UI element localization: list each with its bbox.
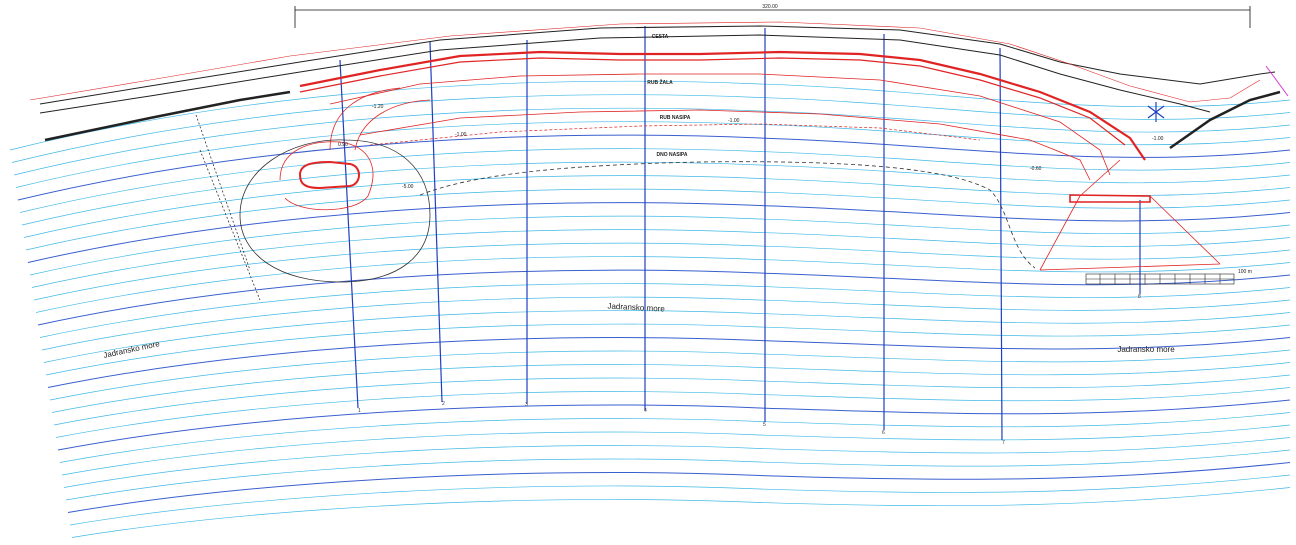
profile-number: 4 — [644, 408, 647, 414]
sea-label-left: Jadransko more — [102, 339, 161, 360]
profile-number: 7 — [1002, 440, 1005, 446]
contour-line — [55, 387, 1291, 438]
contour-line — [19, 148, 1291, 213]
depth-mark: -1.20 — [372, 104, 384, 110]
road-edge-top — [39, 25, 1276, 105]
contour-line — [49, 349, 1291, 401]
depth-mark: -5.00 — [402, 184, 414, 190]
contour-line — [45, 323, 1291, 376]
road-edge-bottom — [39, 34, 1211, 114]
contour-line — [57, 399, 1291, 451]
contour-line — [63, 437, 1291, 488]
dimension-line — [294, 6, 1251, 28]
fill-outline — [195, 114, 1036, 301]
red-structure — [29, 21, 1261, 271]
profile-line — [999, 47, 1003, 441]
contour-line — [31, 229, 1291, 288]
contour-line — [39, 283, 1291, 338]
contour-line — [43, 310, 1291, 363]
sea-label-center: Jadransko more — [607, 302, 665, 314]
contour-line — [53, 374, 1291, 426]
contour-line — [29, 215, 1291, 276]
contour-line — [21, 161, 1291, 226]
profile-number: 5 — [763, 422, 766, 428]
north-arrow-icon — [1147, 102, 1165, 122]
profile-line — [429, 41, 443, 403]
profile-number: 2 — [442, 401, 445, 407]
contour-line — [13, 107, 1291, 176]
road-and-coast — [39, 25, 1281, 150]
coast-right-thick — [1169, 90, 1281, 150]
contour-line — [51, 362, 1291, 413]
contour-line — [11, 94, 1291, 163]
contour-line — [69, 474, 1291, 526]
profile-line — [339, 59, 359, 409]
profile-number: 3 — [525, 402, 528, 408]
contour-line — [33, 242, 1291, 301]
contour-line — [59, 412, 1291, 463]
coast-thick — [44, 90, 291, 142]
contour-line — [9, 80, 1291, 151]
fill-edge-label: RUB NASIPA — [660, 115, 691, 121]
depth-mark: -1.00 — [455, 132, 467, 138]
depth-mark: -1.00 — [728, 118, 740, 124]
depth-mark: 0.90 — [338, 142, 348, 148]
contour-line — [65, 449, 1291, 501]
contour-line — [47, 337, 1291, 388]
scale-bar — [1085, 273, 1235, 285]
contour-line — [37, 269, 1291, 326]
bathymetric-contours — [9, 80, 1291, 538]
profile-lines — [339, 26, 1141, 441]
contour-line — [15, 121, 1291, 188]
contour-line — [27, 202, 1291, 263]
gravel-edge-label: RUB ŽALA — [647, 78, 673, 86]
contour-line — [25, 188, 1291, 251]
contour-line — [41, 296, 1291, 351]
profile-number: 8 — [1138, 294, 1141, 300]
sea-label-right: Jadransko more — [1117, 345, 1175, 354]
contour-line — [35, 256, 1291, 313]
profile-number: 1 — [358, 408, 361, 414]
index-contours — [17, 134, 1291, 513]
road-label: CESTA — [652, 34, 669, 40]
contour-line — [17, 134, 1291, 201]
fill-bottom-label: DNO NASIPA — [656, 152, 687, 158]
depth-mark: -1.00 — [1152, 136, 1164, 142]
edge-marker — [1265, 65, 1289, 97]
contour-line — [61, 424, 1291, 476]
contour-line — [67, 462, 1291, 513]
depth-mark: -0.60 — [1030, 166, 1042, 172]
profile-number: 6 — [882, 430, 885, 436]
scale-bar-label: 100 m — [1238, 269, 1252, 275]
contour-line — [71, 487, 1291, 538]
dimension-label: 320.00 — [762, 4, 778, 10]
